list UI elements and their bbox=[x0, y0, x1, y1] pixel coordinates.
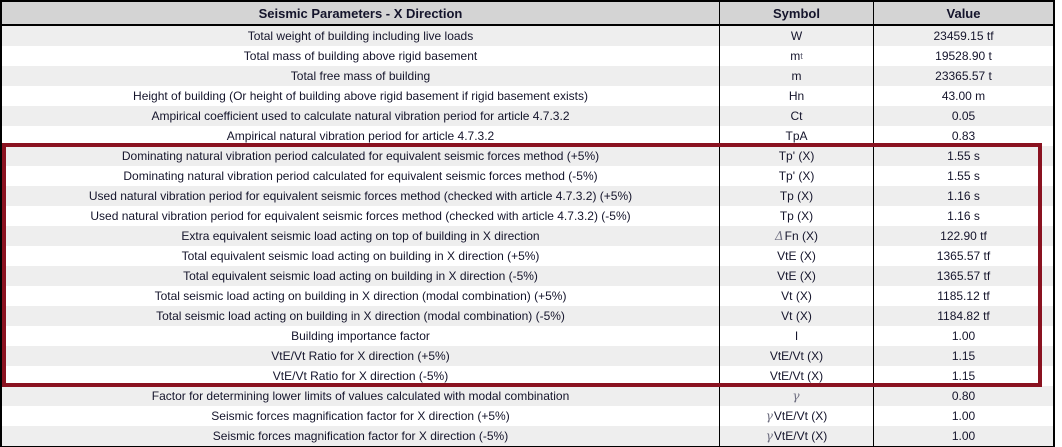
row-value: 1.16 s bbox=[873, 186, 1053, 206]
row-symbol: TpA bbox=[719, 126, 873, 146]
row-symbol: VtE/Vt (X) bbox=[719, 366, 873, 386]
greek-symbol: γ bbox=[765, 429, 773, 443]
row-symbol: I bbox=[719, 326, 873, 346]
row-description: Factor for determining lower limits of v… bbox=[151, 389, 570, 403]
table-row: Used natural vibration period for equiva… bbox=[2, 206, 1053, 226]
row-description: Ampirical natural vibration period for a… bbox=[226, 129, 495, 143]
row-value: 23365.57 t bbox=[873, 66, 1053, 86]
row-value: 122.90 tf bbox=[873, 226, 1053, 246]
row-description: VtE/Vt Ratio for X direction (+5%) bbox=[271, 349, 450, 363]
table-row: Dominating natural vibration period calc… bbox=[2, 146, 1053, 166]
table-row: Ampirical natural vibration period for a… bbox=[2, 126, 1053, 146]
row-description: Total seismic load acting on building in… bbox=[156, 309, 565, 323]
row-value: 1.16 s bbox=[873, 206, 1053, 226]
row-symbol: Tp (X) bbox=[719, 186, 873, 206]
column-header-symbol: Symbol bbox=[719, 2, 873, 24]
row-description: Used natural vibration period for equiva… bbox=[88, 189, 633, 203]
row-description: Total mass of building above rigid basem… bbox=[243, 49, 478, 63]
table-row: Used natural vibration period for equiva… bbox=[2, 186, 1053, 206]
row-description: Seismic forces magnification factor for … bbox=[212, 429, 509, 443]
row-symbol: Vt (X) bbox=[719, 286, 873, 306]
table-title: Seismic Parameters - X Direction bbox=[258, 5, 463, 21]
row-value: 1185.12 tf bbox=[873, 286, 1053, 306]
table-row: VtE/Vt Ratio for X direction (-5%) VtE/Vt… bbox=[2, 366, 1053, 386]
row-value: 1365.57 tf bbox=[873, 246, 1053, 266]
row-description: Dominating natural vibration period calc… bbox=[123, 169, 598, 183]
row-value: 0.80 bbox=[873, 386, 1053, 406]
row-value: 1.00 bbox=[873, 326, 1053, 346]
row-value: 1.15 bbox=[873, 366, 1053, 386]
row-value: 1.00 bbox=[873, 426, 1053, 446]
row-value: 43.00 m bbox=[873, 86, 1053, 106]
table-header-row: Seismic Parameters - X Direction Symbol … bbox=[2, 2, 1053, 26]
row-value: 1365.57 tf bbox=[873, 266, 1053, 286]
row-description: VtE/Vt Ratio for X direction (-5%) bbox=[272, 369, 449, 383]
row-description: Total equivalent seismic load acting on … bbox=[183, 269, 538, 283]
row-symbol: Vt (X) bbox=[719, 306, 873, 326]
table-row: Building importance factor I 1.00 bbox=[2, 326, 1053, 346]
row-description: Used natural vibration period for equiva… bbox=[90, 209, 631, 223]
row-symbol: Hn bbox=[719, 86, 873, 106]
row-symbol: Δ Fn (X) bbox=[719, 226, 873, 246]
row-description: Dominating natural vibration period calc… bbox=[121, 149, 600, 163]
row-symbol: γ VtE/Vt (X) bbox=[719, 406, 873, 426]
row-symbol: VtE/Vt (X) bbox=[719, 346, 873, 366]
row-symbol: W bbox=[719, 26, 873, 46]
greek-symbol: γ bbox=[765, 409, 773, 423]
row-description: Total equivalent seismic load acting on … bbox=[181, 249, 540, 263]
table-row: Total seismic load acting on building in… bbox=[2, 286, 1053, 306]
row-description: Total free mass of building bbox=[290, 69, 431, 83]
row-symbol: VtE (X) bbox=[719, 246, 873, 266]
row-symbol: Ct bbox=[719, 106, 873, 126]
table-row: Dominating natural vibration period calc… bbox=[2, 166, 1053, 186]
column-header-value: Value bbox=[873, 2, 1053, 24]
row-symbol: m bbox=[719, 66, 873, 86]
row-description: Extra equivalent seismic load acting on … bbox=[181, 229, 540, 243]
row-value: 19528.90 t bbox=[873, 46, 1053, 66]
table-row: Factor for determining lower limits of v… bbox=[2, 386, 1053, 406]
row-symbol: γ VtE/Vt (X) bbox=[719, 426, 873, 446]
row-description: Seismic forces magnification factor for … bbox=[211, 409, 510, 423]
table-body: Total weight of building including live … bbox=[2, 26, 1053, 446]
table-row: Total seismic load acting on building in… bbox=[2, 306, 1053, 326]
row-value: 1.55 s bbox=[873, 166, 1053, 186]
row-value: 0.83 bbox=[873, 126, 1053, 146]
table-row: Seismic forces magnification factor for … bbox=[2, 406, 1053, 426]
table-row: Extra equivalent seismic load acting on … bbox=[2, 226, 1053, 246]
table-row: Total weight of building including live … bbox=[2, 26, 1053, 46]
row-symbol: Tp' (X) bbox=[719, 146, 873, 166]
row-value: 0.05 bbox=[873, 106, 1053, 126]
table-row: Total equivalent seismic load acting on … bbox=[2, 246, 1053, 266]
table-row: Total free mass of building m 23365.57 t bbox=[2, 66, 1053, 86]
row-symbol: γ bbox=[719, 386, 873, 406]
table-row: Seismic forces magnification factor for … bbox=[2, 426, 1053, 446]
row-value: 1.15 bbox=[873, 346, 1053, 366]
table-row: VtE/Vt Ratio for X direction (+5%) VtE/Vt… bbox=[2, 346, 1053, 366]
row-value: 1.00 bbox=[873, 406, 1053, 426]
row-description: Building importance factor bbox=[291, 329, 430, 343]
row-description: Ampirical coefficient used to calculate … bbox=[151, 109, 570, 123]
row-value: 23459.15 tf bbox=[873, 26, 1053, 46]
row-value: 1.55 s bbox=[873, 146, 1053, 166]
table-row: Total equivalent seismic load acting on … bbox=[2, 266, 1053, 286]
table-row: Ampirical coefficient used to calculate … bbox=[2, 106, 1053, 126]
greek-symbol: γ bbox=[792, 389, 800, 403]
row-value: 1184.82 tf bbox=[873, 306, 1053, 326]
greek-symbol: Δ bbox=[774, 229, 784, 243]
row-description: Total weight of building including live … bbox=[247, 29, 474, 43]
table-row: Total mass of building above rigid basem… bbox=[2, 46, 1053, 66]
table-row: Height of building (Or height of buildin… bbox=[2, 86, 1053, 106]
row-symbol: Tp (X) bbox=[719, 206, 873, 226]
row-symbol: Tp' (X) bbox=[719, 166, 873, 186]
row-description: Total seismic load acting on building in… bbox=[154, 289, 567, 303]
row-description: Height of building (Or height of buildin… bbox=[133, 89, 588, 103]
row-symbol: VtE (X) bbox=[719, 266, 873, 286]
